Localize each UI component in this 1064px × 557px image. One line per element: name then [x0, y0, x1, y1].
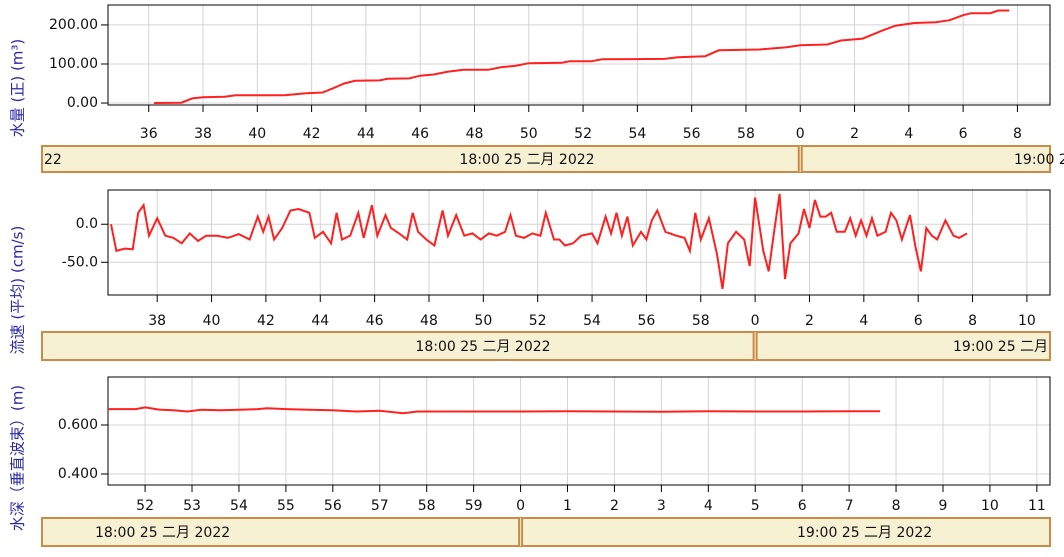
plot-area [107, 4, 1051, 106]
y-tick-label: 0.600 [58, 417, 98, 433]
x-tick-label: 50 [474, 313, 492, 329]
x-tick-label: 52 [136, 498, 154, 514]
x-tick-label: 57 [371, 498, 389, 514]
y-axis-title: 水深（垂直波束）(m) [9, 385, 27, 531]
x-tick-label: 54 [583, 313, 601, 329]
x-tick-label: 4 [904, 126, 913, 142]
date-bar [41, 145, 1051, 173]
x-tick-label: 36 [140, 126, 158, 142]
x-tick-label: 3 [657, 498, 666, 514]
x-tick-label: 58 [737, 126, 755, 142]
y-axis-title: 流速 (平均) (cm/s) [9, 226, 27, 355]
date-label: 18:00 25 二月 2022 [459, 152, 594, 168]
x-tick-label: 0 [516, 498, 525, 514]
x-tick-label: 0 [751, 313, 760, 329]
date-bar [41, 331, 1051, 361]
y-tick-label: 0.0 [76, 216, 98, 232]
x-tick-label: 38 [194, 126, 212, 142]
x-tick-label: 59 [465, 498, 483, 514]
x-tick-label: 4 [859, 313, 868, 329]
y-tick-label: 0.00 [67, 95, 98, 111]
x-tick-label: 54 [628, 126, 646, 142]
x-tick-label: 11 [1028, 498, 1046, 514]
x-tick-label: 10 [981, 498, 999, 514]
y-tick-label: 200.00 [49, 17, 98, 33]
x-tick-label: 2 [610, 498, 619, 514]
date-label: 22 [44, 152, 62, 168]
date-label: 19:00 25 二月 2022 [797, 525, 932, 541]
y-tick-label: 100.00 [49, 56, 98, 72]
date-label: 18:00 25 二月 2022 [95, 525, 230, 541]
x-tick-label: 0 [796, 126, 805, 142]
x-tick-label: 50 [520, 126, 538, 142]
x-tick-label: 2 [805, 313, 814, 329]
x-tick-label: 10 [1018, 313, 1036, 329]
x-tick-label: 5 [751, 498, 760, 514]
x-tick-label: 56 [637, 313, 655, 329]
x-tick-label: 56 [324, 498, 342, 514]
x-tick-label: 55 [277, 498, 295, 514]
plot-area [107, 189, 1051, 296]
x-tick-label: 6 [798, 498, 807, 514]
x-tick-label: 8 [892, 498, 901, 514]
x-tick-label: 8 [968, 313, 977, 329]
x-tick-label: 7 [845, 498, 854, 514]
x-tick-label: 9 [939, 498, 948, 514]
x-tick-label: 53 [183, 498, 201, 514]
date-bar [41, 517, 1051, 547]
x-tick-label: 52 [574, 126, 592, 142]
x-tick-label: 56 [683, 126, 701, 142]
x-tick-label: 46 [411, 126, 429, 142]
plot-area [107, 376, 1051, 486]
data-line [108, 406, 881, 415]
date-label: 18:00 25 二月 2022 [415, 339, 550, 355]
y-axis-title: 水量 (正) (m³) [9, 39, 27, 138]
x-tick-label: 54 [230, 498, 248, 514]
x-tick-label: 8 [1013, 126, 1022, 142]
y-tick-label: 0.400 [58, 466, 98, 482]
x-tick-label: 58 [692, 313, 710, 329]
data-line [154, 9, 1010, 104]
x-tick-label: 6 [914, 313, 923, 329]
x-tick-label: 48 [420, 313, 438, 329]
x-tick-label: 1 [563, 498, 572, 514]
y-tick-label: -50.0 [62, 254, 98, 270]
x-tick-label: 40 [203, 313, 221, 329]
x-tick-label: 6 [959, 126, 968, 142]
x-tick-label: 38 [148, 313, 166, 329]
x-tick-label: 46 [366, 313, 384, 329]
x-tick-label: 44 [357, 126, 375, 142]
x-tick-label: 58 [418, 498, 436, 514]
data-line [110, 193, 968, 290]
date-label: 19:00 25 二月 [953, 339, 1048, 355]
x-tick-label: 52 [529, 313, 547, 329]
x-tick-label: 48 [466, 126, 484, 142]
x-tick-label: 42 [257, 313, 275, 329]
x-tick-label: 44 [311, 313, 329, 329]
x-tick-label: 42 [303, 126, 321, 142]
date-label: 19:00 2 [1014, 152, 1064, 168]
x-tick-label: 4 [704, 498, 713, 514]
x-tick-label: 40 [248, 126, 266, 142]
x-tick-label: 2 [850, 126, 859, 142]
